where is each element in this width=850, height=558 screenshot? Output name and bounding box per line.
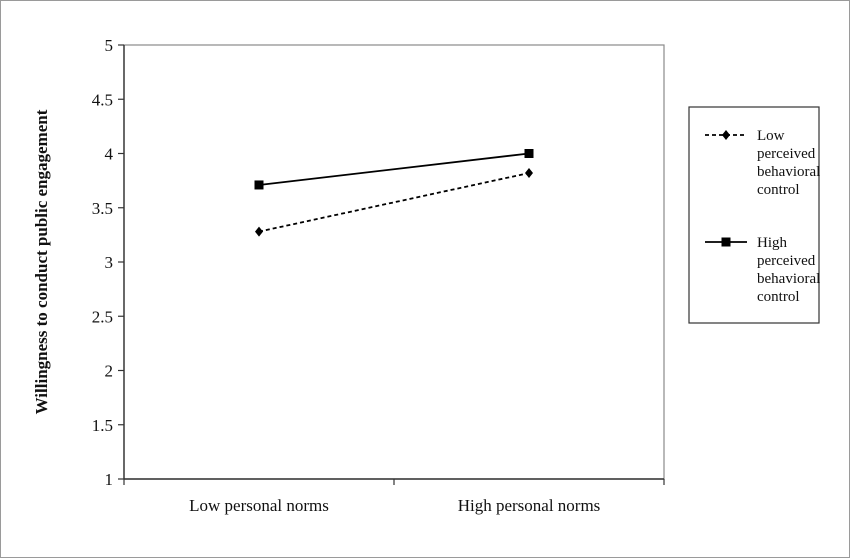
series-line-high-pbc bbox=[258, 152, 530, 186]
y-tick-label: 4 bbox=[105, 145, 114, 164]
legend-label: Low bbox=[757, 128, 785, 144]
y-tick-label: 2.5 bbox=[92, 307, 113, 326]
legend-label: behavioral bbox=[757, 271, 820, 287]
y-axis-title: Willingness to conduct public engagement bbox=[32, 109, 51, 414]
legend-marker bbox=[722, 130, 730, 140]
y-tick-label: 1.5 bbox=[92, 416, 113, 435]
y-tick-label: 3.5 bbox=[92, 199, 113, 218]
legend-box bbox=[688, 106, 820, 324]
y-tick-label: 4.5 bbox=[92, 90, 113, 109]
legend-marker bbox=[721, 237, 731, 247]
legend-label: perceived bbox=[757, 253, 816, 269]
data-point-low-pbc bbox=[255, 226, 263, 237]
data-point-high-pbc bbox=[524, 149, 534, 158]
x-category-label: High personal norms bbox=[458, 496, 601, 515]
y-tick-label: 3 bbox=[105, 253, 114, 272]
series-line-low-pbc bbox=[258, 172, 530, 233]
legend-label: High bbox=[757, 235, 788, 251]
data-point-high-pbc bbox=[254, 180, 264, 190]
x-category-label: Low personal norms bbox=[189, 496, 329, 515]
legend-label: control bbox=[757, 289, 800, 305]
legend-label: perceived bbox=[757, 146, 816, 162]
legend-label: behavioral bbox=[757, 164, 820, 180]
y-tick-label: 1 bbox=[105, 470, 114, 489]
y-tick-label: 2 bbox=[105, 362, 114, 381]
legend-label: control bbox=[757, 182, 800, 198]
y-tick-label: 5 bbox=[105, 36, 114, 55]
plot-area-frame bbox=[123, 44, 665, 480]
data-point-low-pbc bbox=[525, 168, 533, 179]
